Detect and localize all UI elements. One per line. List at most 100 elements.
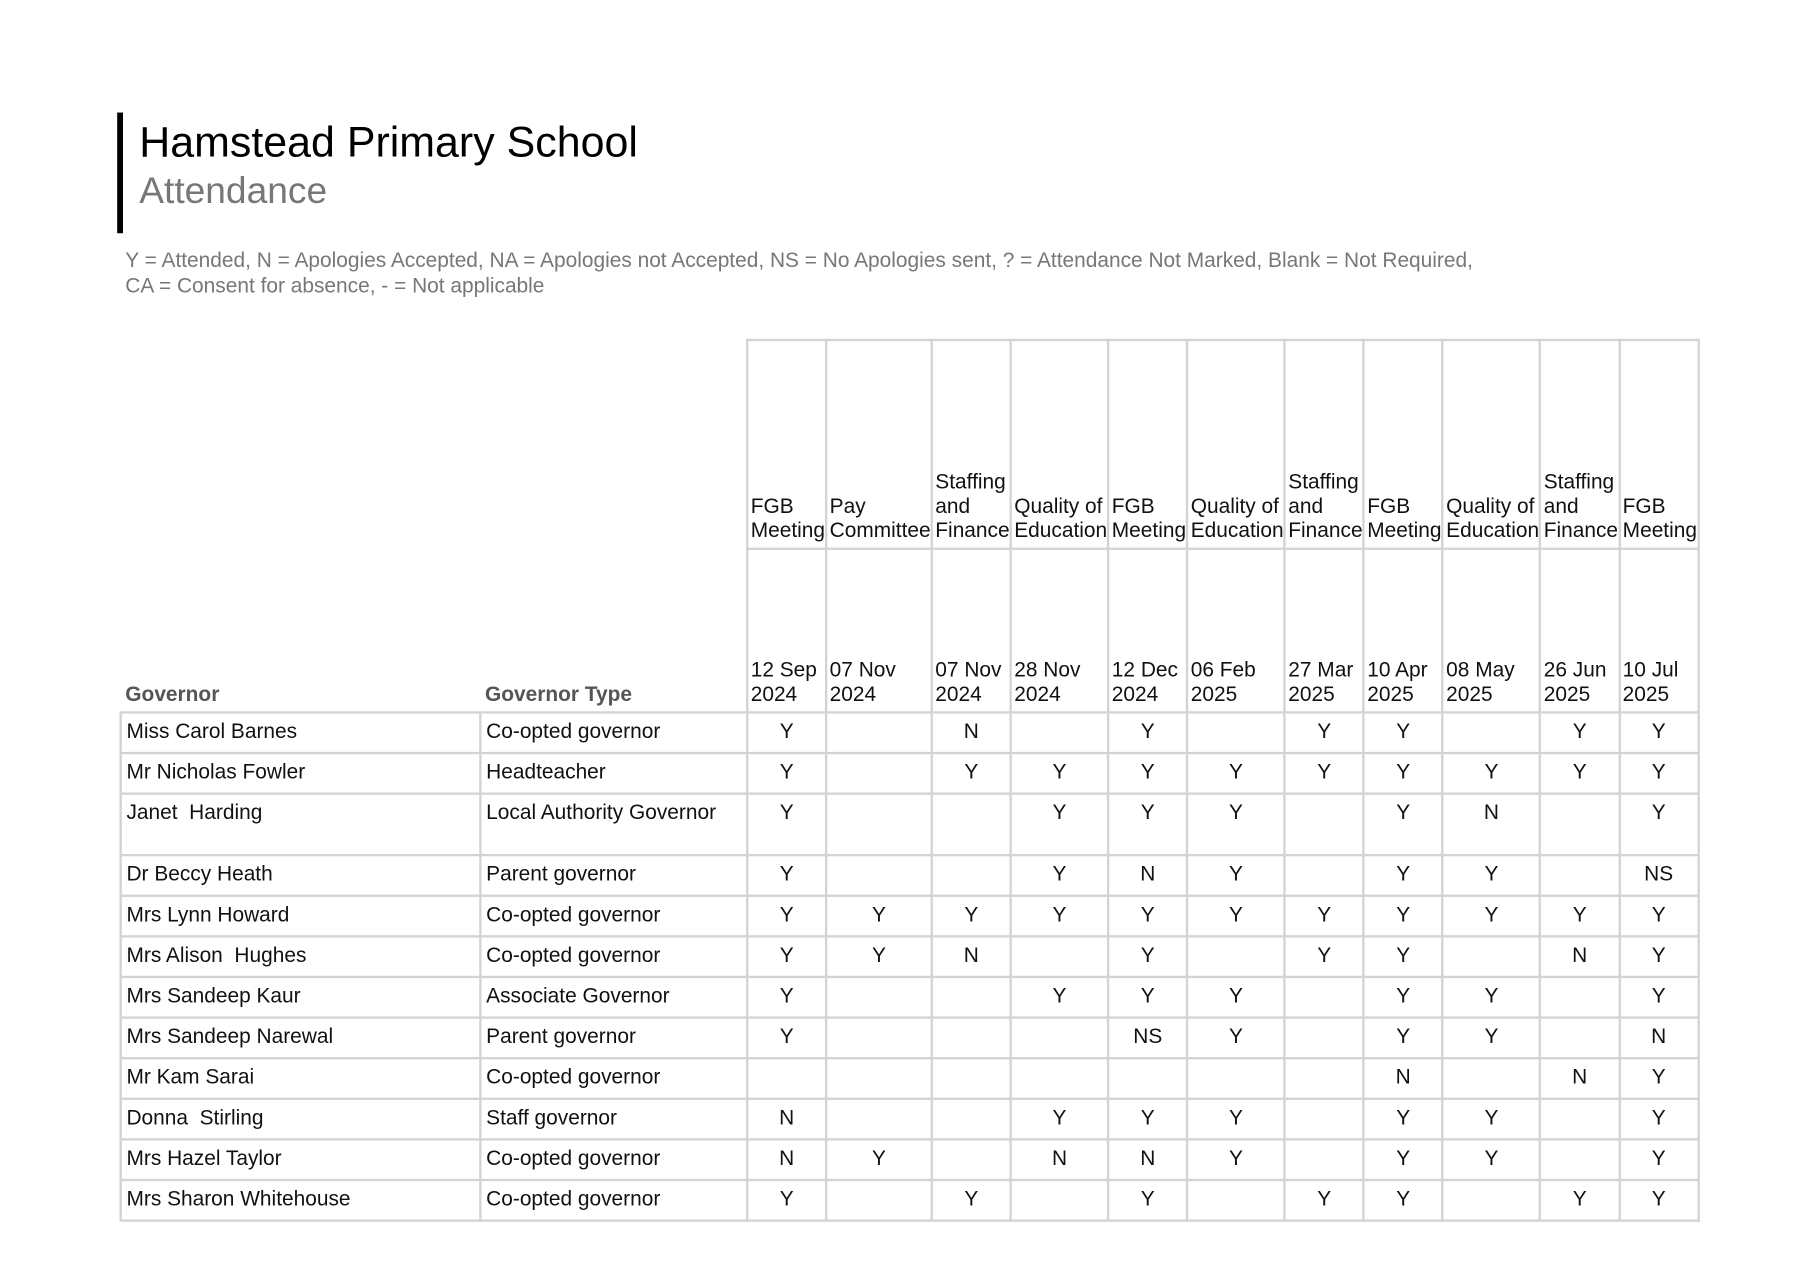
- attendance-cell: Y: [1618, 935, 1700, 979]
- vertical-text: 28 Nov 2024: [1014, 658, 1107, 707]
- vertical-text: 07 Nov 2024: [935, 658, 1009, 707]
- text-line: 2024: [750, 682, 798, 706]
- text-line: 08 May: [1446, 657, 1515, 682]
- attendance-cell: [1539, 1016, 1621, 1060]
- attendance-cell: [930, 792, 1012, 857]
- attendance-cell: Y: [825, 935, 933, 979]
- attendance-cell: [930, 1097, 1012, 1141]
- meeting-name: Quality of Education: [1009, 338, 1110, 550]
- attendance-cell: N: [1539, 1057, 1621, 1100]
- meeting-name: Quality of Education: [1441, 338, 1542, 550]
- attendance-cell: Y: [1186, 751, 1286, 795]
- meeting-name: FGB Meeting: [1618, 338, 1700, 550]
- attendance-cell: [1283, 1138, 1365, 1182]
- attendance-cell: [1009, 1178, 1110, 1222]
- attendance-cell: [825, 853, 933, 897]
- attendance-cell: [1539, 1097, 1621, 1141]
- text-line: 2025: [1622, 682, 1670, 706]
- meeting-name: FGB Meeting: [746, 338, 828, 550]
- attendance-cell: [1539, 792, 1621, 857]
- attendance-cell: N: [1539, 935, 1621, 979]
- attendance-cell: Y: [930, 1178, 1012, 1222]
- meeting-name: Pay Committee: [825, 338, 933, 550]
- attendance-cell: Y: [1186, 1138, 1286, 1182]
- governor-type: Associate Governor: [479, 975, 749, 1019]
- attendance-cell: Y: [1186, 894, 1286, 938]
- attendance-cell: NS: [1618, 853, 1700, 897]
- meeting-name: Quality of Education: [1186, 338, 1286, 550]
- text-line: 10 Apr: [1367, 657, 1428, 682]
- attendance-cell: Y: [1362, 1016, 1444, 1060]
- attendance-cell: Y: [746, 935, 828, 979]
- column-header: Governor Type: [480, 339, 748, 714]
- attendance-cell: Y: [1283, 894, 1365, 938]
- governor-row: Mrs Alison Hughes Co-opted governor Y Y N Y Y Y…: [119, 935, 1700, 979]
- text-line: Finance: [1543, 518, 1619, 542]
- text-line: Education: [1446, 518, 1540, 542]
- attendance-cell: [825, 1057, 933, 1100]
- text-line: 07 Nov: [829, 657, 896, 682]
- attendance-cell: Y: [1441, 853, 1542, 897]
- governor-row: Mrs Hazel Taylor Co-opted governor N Y N N Y Y Y…: [119, 1138, 1700, 1182]
- text-line: Quality of: [1190, 494, 1279, 518]
- governor-type: Parent governor: [479, 1016, 749, 1060]
- governor-name: Mr Kam Sarai: [119, 1057, 482, 1100]
- text-line: FGB: [750, 494, 794, 518]
- text-line: 27 Mar: [1288, 657, 1354, 682]
- attendance-cell: [825, 711, 933, 755]
- text-line: 2024: [935, 682, 982, 706]
- attendance-cell: Y: [1186, 975, 1286, 1019]
- governor-name: Mr Nicholas Fowler: [119, 751, 482, 795]
- vertical-text: FGB Meeting: [1112, 494, 1186, 543]
- attendance-cell: [1539, 975, 1621, 1019]
- text-line: 2024: [1111, 682, 1159, 706]
- attendance-cell: Y: [1186, 1097, 1286, 1141]
- attendance-cell: [930, 1057, 1012, 1100]
- meeting-date: 12 Dec 2024: [1107, 547, 1189, 714]
- vertical-text: 10 Apr 2025: [1367, 658, 1441, 707]
- text-line: Education: [1190, 518, 1284, 542]
- attendance-cell: Y: [1009, 853, 1110, 897]
- attendance-cell: Y: [1362, 935, 1444, 979]
- text-line: Staffing and: [935, 469, 1006, 518]
- governor-name: Mrs Alison Hughes: [119, 935, 482, 979]
- text-line: 26 Jun: [1543, 657, 1607, 682]
- governor-row: Donna Stirling Staff governor N Y Y Y Y Y Y: [119, 1097, 1700, 1141]
- governor-name: Dr Beccy Heath: [119, 853, 482, 897]
- governor-type: Parent governor: [479, 853, 749, 897]
- attendance-cell: [825, 792, 933, 857]
- attendance-cell: [1441, 711, 1542, 755]
- attendance-cell: Y: [746, 1178, 828, 1222]
- vertical-text: Staffing and Finance: [1288, 470, 1362, 543]
- attendance-cell: [1009, 935, 1110, 979]
- vertical-text: Staffing and Finance: [935, 470, 1009, 543]
- attendance-cell: Y: [1539, 751, 1621, 795]
- attendance-cell: N: [1362, 1057, 1444, 1100]
- attendance-cell: N: [746, 1138, 828, 1182]
- attendance-cell: N: [1107, 1138, 1189, 1182]
- attendance-cell: N: [1441, 792, 1542, 857]
- attendance-cell: [825, 975, 933, 1019]
- governor-row: Miss Carol Barnes Co-opted governor Y N Y Y Y Y…: [119, 711, 1700, 755]
- governor-row: Dr Beccy Heath Parent governor Y Y N Y Y Y NS: [119, 853, 1700, 897]
- header-row: Governor Governor Type FGB Meeting Pay Comm…: [120, 338, 1700, 714]
- meeting-date: 10 Jul 2025: [1618, 547, 1700, 714]
- attendance-cell: Y: [1618, 1138, 1700, 1182]
- meeting-date: 26 Jun 2025: [1539, 547, 1621, 714]
- attendance-cell: Y: [1441, 1016, 1542, 1060]
- governor-row: Mr Nicholas Fowler Headteacher Y Y Y Y Y Y Y Y Y Y: [119, 751, 1700, 795]
- attendance-cell: Y: [1362, 1178, 1444, 1222]
- governor-type: Co-opted governor: [479, 1057, 749, 1100]
- attendance-cell: Y: [1283, 935, 1365, 979]
- meeting-date: 06 Feb 2025: [1186, 547, 1286, 714]
- text-line: FGB: [1622, 494, 1666, 518]
- attendance-cell: Y: [1618, 894, 1700, 938]
- attendance-cell: [1186, 935, 1286, 979]
- attendance-cell: N: [1107, 853, 1189, 897]
- attendance-cell: Y: [1539, 894, 1621, 938]
- attendance-cell: Y: [1539, 1178, 1621, 1222]
- attendance-cell: Y: [1009, 751, 1110, 795]
- governor-name: Janet Harding: [119, 792, 482, 857]
- attendance-cell: Y: [746, 1016, 828, 1060]
